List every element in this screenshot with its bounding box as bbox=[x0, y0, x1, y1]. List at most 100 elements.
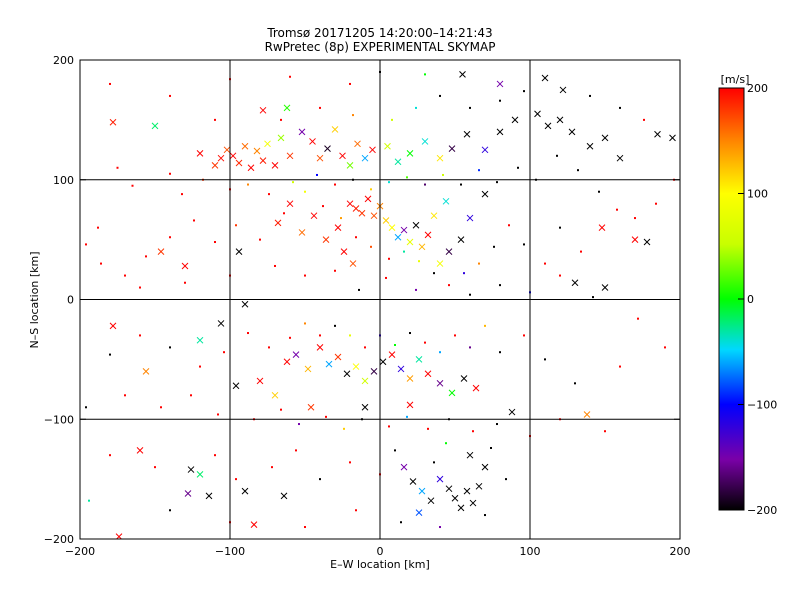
dot-marker bbox=[274, 264, 276, 267]
cross-marker bbox=[196, 336, 204, 344]
dot-marker bbox=[523, 90, 525, 93]
dot-marker bbox=[169, 509, 171, 512]
dot-marker bbox=[292, 181, 294, 184]
cross-marker bbox=[232, 382, 240, 390]
x-tick-label: 100 bbox=[520, 545, 541, 558]
dot-marker bbox=[523, 334, 525, 337]
dot-marker bbox=[544, 262, 546, 265]
dot-marker bbox=[415, 288, 417, 291]
dot-marker bbox=[370, 245, 372, 248]
dot-marker bbox=[484, 514, 486, 517]
dot-marker bbox=[616, 208, 618, 211]
cross-marker bbox=[322, 236, 330, 243]
dot-marker bbox=[427, 427, 429, 430]
dot-marker bbox=[403, 250, 405, 253]
dot-marker bbox=[469, 293, 471, 296]
cross-marker bbox=[136, 447, 144, 454]
cross-marker bbox=[298, 128, 306, 136]
dot-marker bbox=[268, 346, 270, 349]
cross-marker bbox=[616, 154, 624, 162]
dot-marker bbox=[508, 224, 510, 227]
dot-marker bbox=[400, 521, 402, 524]
dot-marker bbox=[391, 118, 393, 121]
cross-marker bbox=[601, 284, 609, 291]
dot-marker bbox=[424, 73, 426, 76]
cross-marker bbox=[451, 494, 459, 502]
y-tick-label: 100 bbox=[53, 174, 74, 187]
dot-marker bbox=[109, 454, 111, 457]
cross-marker bbox=[346, 200, 354, 208]
dot-marker bbox=[589, 94, 591, 97]
cross-marker bbox=[400, 463, 408, 471]
cross-marker bbox=[394, 158, 402, 166]
dot-marker bbox=[448, 284, 450, 287]
dot-marker bbox=[349, 82, 351, 85]
dot-marker bbox=[145, 255, 147, 258]
cross-marker bbox=[445, 248, 453, 255]
dot-marker bbox=[85, 406, 87, 409]
cross-marker bbox=[427, 497, 435, 505]
cross-marker bbox=[309, 138, 316, 145]
cross-marker bbox=[400, 226, 408, 234]
cross-marker bbox=[217, 320, 225, 327]
cross-marker bbox=[379, 358, 387, 366]
cross-marker bbox=[397, 365, 405, 373]
dot-marker bbox=[454, 334, 456, 337]
dot-marker bbox=[139, 286, 141, 289]
dot-marker bbox=[349, 461, 351, 464]
cross-marker bbox=[235, 248, 243, 255]
cross-marker bbox=[436, 154, 444, 162]
cross-marker bbox=[472, 384, 480, 392]
dot-marker bbox=[247, 332, 249, 335]
cross-marker bbox=[448, 389, 456, 397]
dot-marker bbox=[116, 166, 119, 169]
cross-marker bbox=[382, 217, 390, 224]
dot-marker bbox=[97, 226, 99, 229]
dot-marker bbox=[643, 118, 645, 121]
cross-marker bbox=[280, 492, 288, 500]
dot-marker bbox=[181, 193, 183, 196]
cross-marker bbox=[349, 260, 357, 267]
x-axis-label: E–W location [km] bbox=[330, 558, 430, 571]
cross-marker bbox=[259, 106, 267, 114]
dot-marker bbox=[109, 82, 111, 85]
cross-marker bbox=[370, 367, 378, 375]
cross-marker bbox=[412, 221, 420, 229]
dot-marker bbox=[439, 94, 441, 97]
dot-marker bbox=[235, 478, 237, 481]
cross-marker bbox=[286, 152, 294, 160]
dot-marker bbox=[109, 353, 111, 356]
dot-marker bbox=[523, 243, 525, 246]
cross-marker bbox=[241, 487, 249, 495]
cross-marker bbox=[643, 238, 651, 246]
colorbar-tick-label: −200 bbox=[747, 504, 777, 517]
cross-marker bbox=[463, 487, 471, 495]
cross-marker bbox=[196, 150, 204, 157]
cross-marker bbox=[292, 351, 300, 358]
cross-marker bbox=[583, 411, 591, 418]
dot-marker bbox=[304, 190, 306, 193]
dot-marker bbox=[604, 430, 606, 433]
y-tick-label: −100 bbox=[44, 413, 74, 426]
dot-marker bbox=[517, 166, 519, 169]
cross-marker bbox=[283, 104, 291, 112]
cross-marker bbox=[205, 492, 213, 500]
cross-marker bbox=[181, 262, 189, 270]
dot-marker bbox=[370, 188, 372, 191]
cross-marker bbox=[475, 482, 483, 490]
cross-marker bbox=[481, 463, 489, 471]
cross-marker bbox=[331, 126, 339, 133]
dot-marker bbox=[388, 425, 390, 428]
cross-marker bbox=[463, 130, 471, 138]
colorbar-tick-label: 200 bbox=[747, 82, 768, 95]
dot-marker bbox=[439, 526, 441, 529]
dot-marker bbox=[499, 284, 501, 287]
cross-marker bbox=[481, 146, 489, 154]
chart-subtitle: RwPretec (8p) EXPERIMENTAL SKYMAP bbox=[265, 40, 496, 54]
dot-marker bbox=[580, 250, 582, 253]
cross-marker bbox=[384, 142, 391, 150]
dot-marker bbox=[352, 114, 354, 117]
colorbar-label: [m/s] bbox=[721, 73, 750, 86]
dot-marker bbox=[298, 423, 300, 426]
cross-marker bbox=[324, 145, 331, 152]
